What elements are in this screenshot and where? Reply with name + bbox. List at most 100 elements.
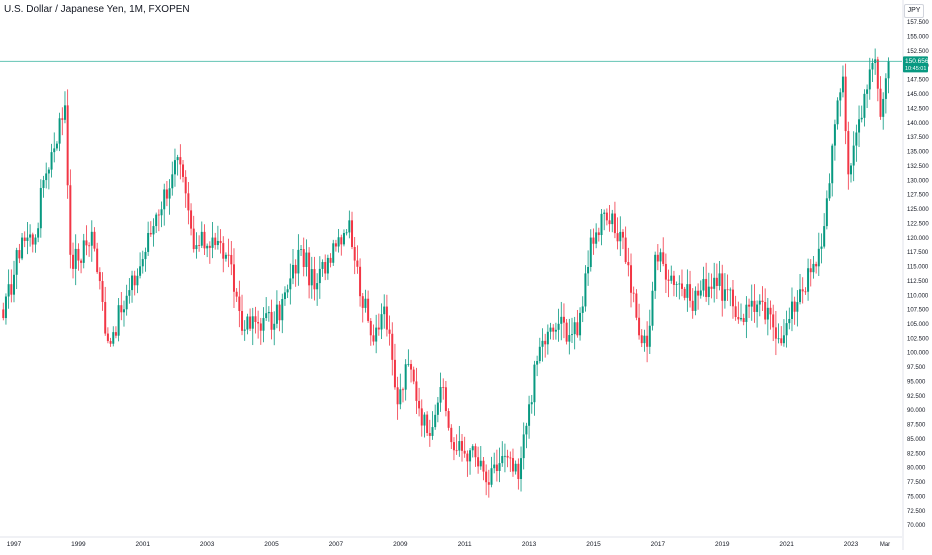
candle xyxy=(788,307,791,330)
candle xyxy=(434,404,437,430)
candle xyxy=(839,88,842,117)
candle-body xyxy=(168,188,171,199)
candle xyxy=(640,329,643,348)
candle xyxy=(238,280,241,328)
candle-body xyxy=(42,180,45,188)
candle xyxy=(436,396,439,423)
candle xyxy=(259,317,262,345)
candle-body xyxy=(758,300,761,305)
candle-body xyxy=(383,306,386,315)
candle xyxy=(273,311,276,346)
candle-body xyxy=(101,281,104,302)
candle xyxy=(774,310,777,356)
candle xyxy=(562,303,565,339)
candle xyxy=(520,446,523,492)
candle-body xyxy=(77,248,80,261)
candle-body xyxy=(710,286,713,289)
y-tick-label: 92.500 xyxy=(907,394,926,400)
candle xyxy=(831,143,834,197)
candle-body xyxy=(879,88,882,117)
candle xyxy=(224,252,227,262)
candle-body xyxy=(230,254,233,265)
price-axis[interactable]: 70.000 72.500 75.000 77.500 80.000 82.500 85.0… xyxy=(902,0,932,550)
candle xyxy=(318,256,321,299)
candle-body xyxy=(361,296,364,308)
candle xyxy=(420,399,423,437)
candle-body xyxy=(790,301,793,319)
candle xyxy=(635,289,638,321)
candle xyxy=(292,248,294,285)
candle-body xyxy=(316,283,319,290)
price-axis-bg xyxy=(903,0,932,550)
time-axis[interactable]: 1997 1999 2001 2003 2005 2007 2009 2011 2013 2015… xyxy=(0,536,902,548)
candle xyxy=(812,256,815,279)
candle-body xyxy=(53,148,56,153)
candle xyxy=(232,248,235,308)
candle-body xyxy=(876,59,879,89)
candle-body xyxy=(579,312,582,336)
candle-body xyxy=(418,400,421,409)
candle xyxy=(173,148,176,187)
candle-body xyxy=(18,250,21,259)
x-tick-label: 2005 xyxy=(264,541,279,548)
candle xyxy=(98,267,101,290)
candle-body xyxy=(766,307,769,320)
candle xyxy=(729,287,732,307)
candle xyxy=(552,324,555,340)
candle-body xyxy=(544,340,547,345)
candle xyxy=(672,270,675,297)
candle-body xyxy=(707,286,710,297)
candle-body xyxy=(155,214,158,227)
candle-body xyxy=(348,220,351,233)
candle xyxy=(471,444,474,458)
candle xyxy=(267,306,270,322)
candle-body xyxy=(69,185,72,255)
candle-body xyxy=(47,169,50,174)
candle-body xyxy=(259,323,262,331)
candle-body xyxy=(136,275,139,286)
y-tick-label: 137.500 xyxy=(907,135,929,141)
candle-body xyxy=(235,291,238,297)
candle-body xyxy=(122,309,125,313)
candle xyxy=(651,281,654,331)
candle xyxy=(15,247,18,290)
candle-body xyxy=(262,318,265,331)
candle-body xyxy=(345,232,348,234)
candle-body xyxy=(302,249,305,267)
candle-body xyxy=(675,284,678,285)
candle-body xyxy=(160,209,163,216)
candle-body xyxy=(431,427,434,436)
candle-body xyxy=(450,427,453,443)
candle-body xyxy=(216,240,219,246)
candle xyxy=(393,343,396,390)
y-tick-label: 102.500 xyxy=(907,336,929,342)
y-tick-label: 112.500 xyxy=(907,279,929,285)
candle xyxy=(670,265,673,284)
candle xyxy=(820,233,823,264)
candle xyxy=(697,283,700,310)
candle xyxy=(222,236,225,273)
candle-body xyxy=(434,414,437,428)
candle-body xyxy=(659,252,662,262)
currency-button[interactable]: JPY xyxy=(904,4,924,18)
candle-body xyxy=(723,289,726,301)
candle xyxy=(528,395,531,439)
candle-body xyxy=(841,76,844,93)
candle-body xyxy=(482,460,485,472)
candle xyxy=(707,272,710,306)
candle-body xyxy=(399,389,402,405)
candle-body xyxy=(396,387,399,405)
candle-body xyxy=(509,457,512,459)
candle xyxy=(7,269,10,309)
candle xyxy=(69,169,72,269)
candle xyxy=(179,144,182,180)
candle xyxy=(554,322,557,340)
candle xyxy=(155,212,158,233)
candle xyxy=(702,266,705,297)
candle-body xyxy=(200,231,203,246)
candle xyxy=(863,89,866,127)
candle-body xyxy=(868,69,871,90)
candle xyxy=(530,394,533,414)
candle xyxy=(160,201,163,228)
